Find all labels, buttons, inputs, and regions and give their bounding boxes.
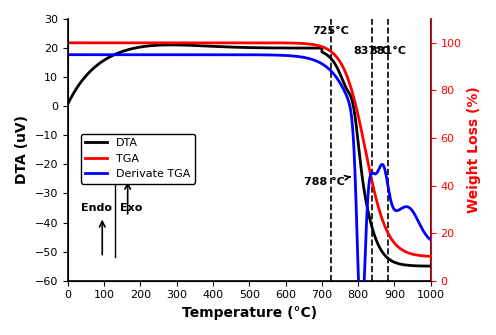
DTA (418, 264, 424, 268)
Derivate TGA (241, 53, 247, 57)
DTA (417, 264, 423, 268)
Derivate TGA (65, 53, 71, 57)
Text: Endo: Endo (81, 203, 112, 213)
Derivate TGA (417, 223, 423, 227)
DTA (242, 46, 248, 50)
DTA (83, 73, 89, 77)
Derivate TGA (359, 324, 365, 328)
Text: 837°C: 837°C (353, 46, 390, 56)
TGA (241, 41, 247, 45)
TGA (417, 254, 423, 258)
Derivate TGA (351, 140, 357, 144)
TGA (417, 254, 423, 258)
TGA (232, 41, 238, 45)
DTA (428, 264, 434, 268)
Derivate TGA (418, 223, 424, 227)
Text: 788 °C: 788 °C (304, 176, 350, 187)
TGA (428, 254, 434, 258)
Line: Derivate TGA: Derivate TGA (68, 55, 431, 326)
TGA (351, 95, 357, 99)
Text: Exo: Exo (120, 203, 142, 213)
Derivate TGA (232, 53, 238, 57)
Line: TGA: TGA (68, 43, 431, 256)
TGA (65, 41, 71, 45)
Legend: DTA, TGA, Derivate TGA: DTA, TGA, Derivate TGA (80, 134, 195, 184)
Derivate TGA (428, 238, 434, 242)
DTA (168, 43, 174, 47)
DTA (351, 106, 357, 110)
DTA (232, 45, 238, 49)
Y-axis label: Weight Loss (%): Weight Loss (%) (467, 86, 481, 213)
Line: DTA: DTA (68, 45, 431, 266)
TGA (83, 41, 89, 45)
Y-axis label: DTA (uV): DTA (uV) (15, 115, 29, 184)
Text: 725°C: 725°C (312, 25, 349, 36)
X-axis label: Temperature (°C): Temperature (°C) (182, 306, 317, 320)
Derivate TGA (83, 53, 89, 57)
DTA (65, 102, 71, 106)
Text: 881°C: 881°C (369, 46, 406, 56)
